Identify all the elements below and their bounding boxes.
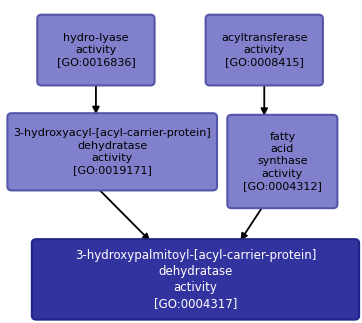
Text: 3-hydroxypalmitoyl-[acyl-carrier-protein]
dehydratase
activity
[GO:0004317]: 3-hydroxypalmitoyl-[acyl-carrier-protein… [75,249,316,310]
FancyBboxPatch shape [32,239,359,320]
Text: hydro-lyase
activity
[GO:0016836]: hydro-lyase activity [GO:0016836] [56,33,135,68]
FancyBboxPatch shape [37,15,155,85]
Text: 3-hydroxyacyl-[acyl-carrier-protein]
dehydratase
activity
[GO:0019171]: 3-hydroxyacyl-[acyl-carrier-protein] deh… [13,128,211,175]
Text: fatty
acid
synthase
activity
[GO:0004312]: fatty acid synthase activity [GO:0004312… [243,132,322,191]
FancyBboxPatch shape [7,113,217,190]
FancyBboxPatch shape [206,15,323,85]
FancyBboxPatch shape [227,115,337,208]
Text: acyltransferase
activity
[GO:0008415]: acyltransferase activity [GO:0008415] [221,33,307,68]
